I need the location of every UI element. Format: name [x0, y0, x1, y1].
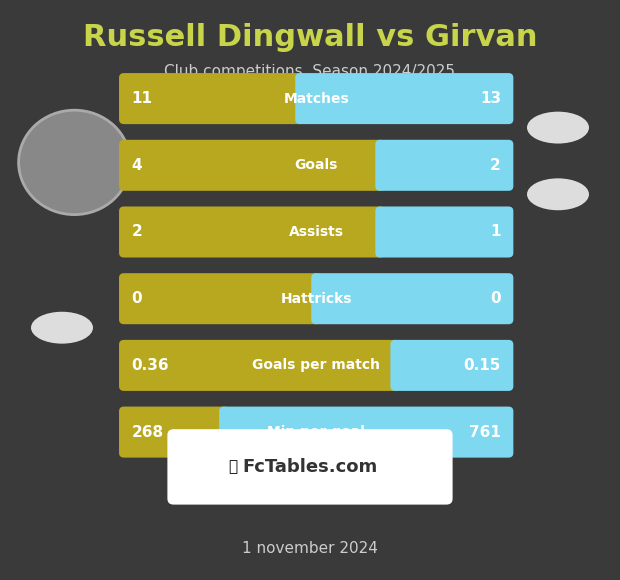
Ellipse shape [31, 312, 93, 343]
Ellipse shape [527, 179, 589, 210]
Circle shape [19, 110, 130, 215]
FancyBboxPatch shape [391, 340, 513, 391]
Text: 13: 13 [480, 91, 501, 106]
Text: 0: 0 [131, 291, 142, 306]
Text: 1: 1 [490, 224, 501, 240]
Text: Russell Dingwall vs Girvan: Russell Dingwall vs Girvan [82, 23, 538, 52]
Text: 0.36: 0.36 [131, 358, 169, 373]
Ellipse shape [527, 111, 589, 143]
FancyBboxPatch shape [167, 429, 453, 505]
Text: Club competitions, Season 2024/2025: Club competitions, Season 2024/2025 [164, 64, 456, 79]
Text: 📊: 📊 [228, 459, 237, 474]
FancyBboxPatch shape [219, 407, 513, 458]
FancyBboxPatch shape [119, 206, 385, 258]
Text: 761: 761 [469, 425, 501, 440]
Text: Assists: Assists [289, 225, 343, 239]
Text: 1 november 2024: 1 november 2024 [242, 541, 378, 556]
FancyBboxPatch shape [119, 340, 401, 391]
Text: Goals per match: Goals per match [252, 358, 380, 372]
Text: Goals: Goals [294, 158, 338, 172]
Text: 2: 2 [490, 158, 501, 173]
FancyBboxPatch shape [375, 140, 513, 191]
Text: Min per goal: Min per goal [267, 425, 365, 439]
Text: 11: 11 [131, 91, 153, 106]
Text: Matches: Matches [283, 92, 349, 106]
Text: 4: 4 [131, 158, 142, 173]
FancyBboxPatch shape [311, 273, 513, 324]
FancyBboxPatch shape [375, 206, 513, 258]
FancyBboxPatch shape [295, 73, 513, 124]
Text: 0: 0 [490, 291, 501, 306]
FancyBboxPatch shape [119, 73, 305, 124]
Text: 2: 2 [131, 224, 142, 240]
FancyBboxPatch shape [119, 407, 229, 458]
Text: 0.15: 0.15 [464, 358, 501, 373]
Text: 268: 268 [131, 425, 164, 440]
Text: Hattricks: Hattricks [280, 292, 352, 306]
FancyBboxPatch shape [119, 273, 321, 324]
Text: FcTables.com: FcTables.com [242, 458, 378, 476]
FancyBboxPatch shape [119, 140, 385, 191]
